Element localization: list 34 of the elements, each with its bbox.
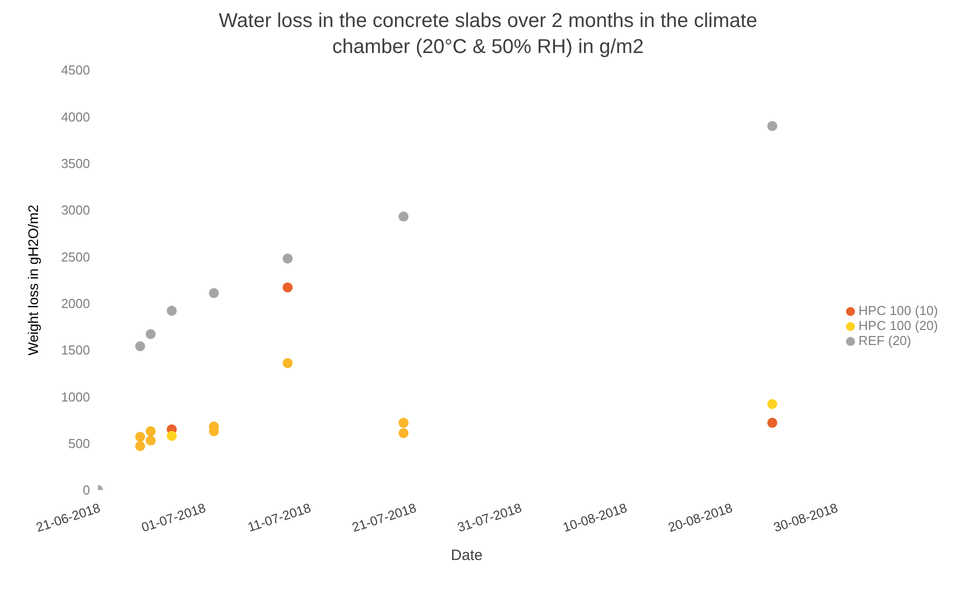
point xyxy=(282,358,293,368)
point xyxy=(146,426,156,436)
y-tick-label: 1000 xyxy=(61,389,90,404)
point xyxy=(166,430,177,441)
x-axis-title: Date xyxy=(450,547,483,564)
y-axis-title: Weight loss in gH2O/m2 xyxy=(24,204,41,356)
legend-label: HPC 100 (10) xyxy=(858,302,938,318)
point xyxy=(146,329,156,340)
point xyxy=(398,428,409,438)
point xyxy=(398,418,409,428)
point xyxy=(135,341,146,352)
chart-title: Water loss in the concrete slabs over 2 months in the climate chamber (20°C & 50% RH) in g/m2 xyxy=(218,9,758,60)
point xyxy=(398,212,409,222)
y-tick-label: 500 xyxy=(68,436,90,451)
point xyxy=(146,436,156,446)
point xyxy=(767,121,778,131)
y-tick-label: 3500 xyxy=(61,156,90,171)
point xyxy=(282,254,293,264)
y-tick-label: 4000 xyxy=(61,109,90,124)
point xyxy=(166,306,177,316)
y-tick-label: 2500 xyxy=(61,249,90,264)
point xyxy=(135,441,146,452)
point xyxy=(208,288,219,298)
point xyxy=(767,399,778,410)
y-tick-label: 1500 xyxy=(61,342,90,358)
point xyxy=(767,418,778,428)
y-tick-label: 3000 xyxy=(61,202,90,218)
y-tick-label: 4500 xyxy=(61,62,90,78)
point xyxy=(135,432,146,442)
y-tick-label: 0 xyxy=(82,482,90,498)
point xyxy=(282,282,293,292)
y-tick-label: 2000 xyxy=(61,296,90,311)
legend-label: REF (20) xyxy=(858,332,912,348)
legend-label: HPC 100 (20) xyxy=(858,318,938,332)
